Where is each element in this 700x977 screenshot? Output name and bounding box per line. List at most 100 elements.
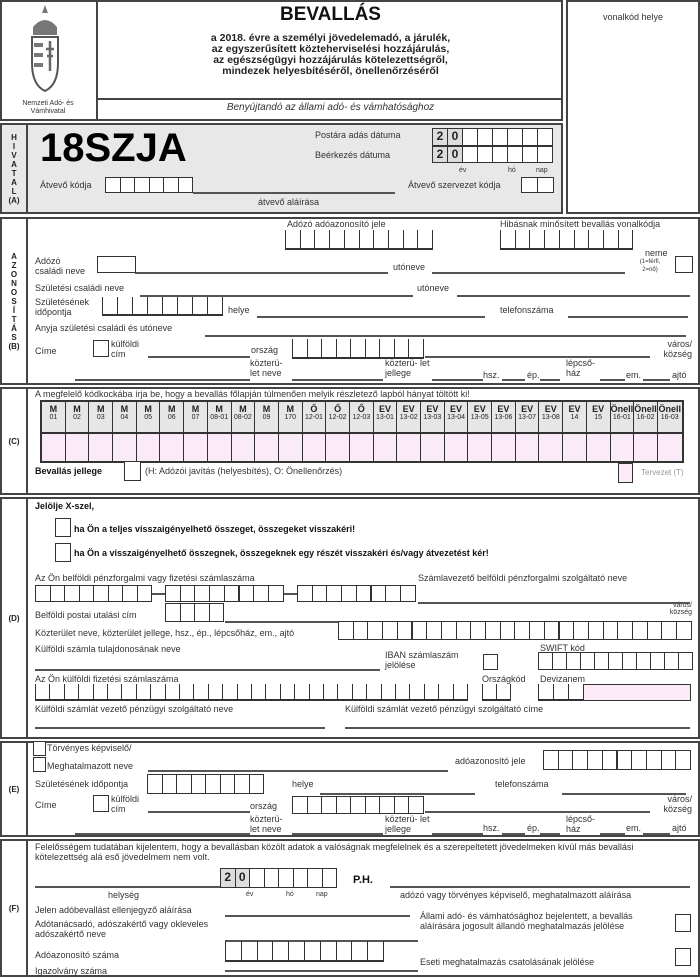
country-boxe[interactable] (379, 339, 395, 359)
swift-boxe[interactable] (622, 652, 637, 670)
tax-id-boxe[interactable] (417, 230, 433, 250)
street-line-boxe[interactable] (470, 621, 486, 640)
tax-id-boxe[interactable] (343, 230, 360, 250)
swift-boxe[interactable] (678, 652, 693, 670)
domestic-provider-field[interactable] (418, 602, 690, 604)
attachment-count-input[interactable] (89, 434, 113, 461)
attachment-count-input[interactable] (160, 434, 184, 461)
attachment-count-input[interactable] (184, 434, 207, 461)
advisor-tax-id-boxe[interactable] (335, 941, 353, 962)
attachment-count-input[interactable] (397, 434, 420, 461)
rep-tax-id-boxe[interactable] (631, 750, 647, 770)
country-boxe[interactable] (364, 339, 380, 359)
attachment-count-input[interactable] (515, 434, 539, 461)
foreign-account-boxe[interactable] (351, 684, 368, 701)
city-field[interactable] (425, 356, 650, 358)
foreign-account-boxe[interactable] (49, 684, 65, 701)
advisor-tax-id-boxe[interactable] (225, 941, 242, 962)
rep-tax-id-boxe[interactable] (572, 750, 589, 770)
faulty-barcode-boxe[interactable] (617, 230, 634, 250)
street-line-boxe[interactable] (676, 621, 692, 640)
faulty-barcode-boxe[interactable] (529, 230, 546, 250)
street-line-boxe[interactable] (514, 621, 531, 640)
family-name-field[interactable] (135, 272, 388, 274)
advisor-tax-id-boxe[interactable] (351, 941, 369, 962)
foreign-account-boxe[interactable] (265, 684, 281, 701)
postal-date-boxe[interactable] (492, 128, 508, 146)
foreign-address-checkbox[interactable] (93, 340, 109, 357)
faulty-barcode-boxe[interactable] (602, 230, 619, 250)
street-line-boxe[interactable] (587, 621, 604, 640)
sign-date-boxe[interactable] (321, 868, 337, 888)
rep-building-field[interactable] (502, 833, 525, 835)
street-line-boxe[interactable] (646, 621, 663, 640)
postal-date-boxe[interactable] (507, 128, 523, 146)
option-partial-checkbox[interactable] (55, 543, 71, 562)
rep-country-boxe[interactable] (364, 796, 380, 814)
country-boxe[interactable] (350, 339, 366, 359)
foreign-account-boxe[interactable] (92, 684, 108, 701)
currency-boxe[interactable] (538, 684, 554, 701)
postal-date-boxe[interactable] (462, 128, 478, 146)
birth-date-boxe[interactable] (102, 297, 118, 316)
swift-boxe[interactable] (664, 652, 679, 670)
birth-date-boxe[interactable] (162, 297, 178, 316)
rep-birth-date-boxe[interactable] (147, 774, 163, 794)
option-full-checkbox[interactable] (55, 518, 71, 537)
domestic-account-boxes-2[interactable] (267, 585, 284, 602)
street-line-boxe[interactable] (529, 621, 545, 640)
rep-birth-date-boxe[interactable] (234, 774, 250, 794)
advisor-tax-id-boxe[interactable] (304, 941, 321, 962)
receiver-org-code-boxe[interactable] (521, 177, 538, 193)
domestic-account-boxes-2[interactable] (223, 585, 240, 602)
house-no-field[interactable] (432, 379, 483, 381)
country-boxe[interactable] (335, 339, 351, 359)
postal-date-boxe[interactable] (522, 128, 538, 146)
swift-boxe[interactable] (566, 652, 581, 670)
proxy-checkbox[interactable] (33, 757, 46, 772)
place-field[interactable] (35, 886, 220, 888)
domestic-account-boxes-3[interactable] (311, 585, 328, 602)
advisor-name-field[interactable] (225, 940, 418, 942)
staircase-field[interactable] (540, 379, 560, 381)
foreign-account-boxe[interactable] (308, 684, 324, 701)
foreign-account-boxe[interactable] (438, 684, 454, 701)
rep-house-no-field[interactable] (432, 833, 483, 835)
attachment-count-input[interactable] (586, 434, 610, 461)
floor-field[interactable] (600, 379, 625, 381)
foreign-account-boxe[interactable] (395, 684, 411, 701)
sign-date-boxe[interactable] (292, 868, 308, 888)
rep-tax-id-boxe[interactable] (675, 750, 691, 770)
arrival-date-boxe[interactable] (492, 146, 508, 163)
receiver-code-boxe[interactable] (148, 177, 164, 193)
attachment-count-input[interactable] (373, 434, 397, 461)
domestic-account-boxes-2[interactable] (209, 585, 225, 602)
advisor-tax-id-boxe[interactable] (240, 941, 258, 962)
birth-date-boxe[interactable] (117, 297, 133, 316)
street-line-boxe[interactable] (352, 621, 369, 640)
faulty-barcode-boxe[interactable] (588, 230, 604, 250)
sex-box[interactable] (675, 256, 693, 273)
foreign-account-boxe[interactable] (193, 684, 209, 701)
attachment-count-input[interactable] (634, 434, 657, 461)
currency-boxe[interactable] (568, 684, 584, 701)
domestic-account-boxes-1[interactable] (122, 585, 138, 602)
receiver-code-boxe[interactable] (119, 177, 135, 193)
faulty-barcode-boxe[interactable] (514, 230, 531, 250)
domestic-account-boxes-1[interactable] (78, 585, 94, 602)
arrival-date-boxe[interactable] (522, 146, 538, 163)
rep-birth-date-boxe[interactable] (190, 774, 206, 794)
foreign-account-boxe[interactable] (294, 684, 310, 701)
receiver-code-boxe[interactable] (177, 177, 193, 193)
domestic-account-boxes-2[interactable] (165, 585, 181, 602)
birth-first-name-field[interactable] (457, 295, 690, 297)
postal-date-boxe[interactable] (537, 128, 553, 146)
attachment-count-input[interactable] (207, 434, 231, 461)
domestic-account-boxes-3[interactable] (355, 585, 372, 602)
tax-id-boxe[interactable] (314, 230, 331, 250)
foreign-account-boxe[interactable] (423, 684, 440, 701)
permanent-proxy-checkbox[interactable] (675, 914, 691, 932)
street-line-boxe[interactable] (426, 621, 442, 640)
foreign-account-boxe[interactable] (251, 684, 267, 701)
foreign-account-boxe[interactable] (63, 684, 80, 701)
